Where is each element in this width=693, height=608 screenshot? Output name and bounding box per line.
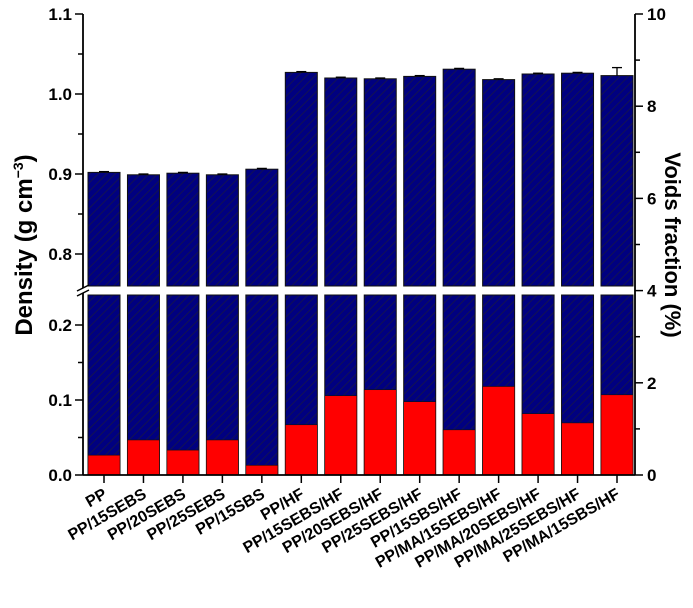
y-axis-right-label: Voids fraction (%)	[660, 152, 685, 337]
voids-bar	[561, 422, 594, 476]
voids-bar	[206, 439, 239, 476]
y-tick-label-left: 0.9	[48, 165, 72, 184]
voids-bar	[600, 394, 634, 476]
voids-bar	[127, 439, 160, 476]
density-bar-upper	[600, 75, 634, 287]
y-tick-label-left: 0.1	[48, 391, 72, 410]
density-bar-upper	[205, 174, 239, 287]
y-tick-label-left: 0.0	[48, 466, 72, 485]
y-tick-label-left: 1.0	[48, 85, 72, 104]
y-tick-label-left: 0.8	[48, 245, 72, 264]
axis-break-mark	[76, 284, 90, 292]
density-bar-lower	[245, 294, 279, 476]
voids-bar	[245, 465, 279, 476]
voids-bar	[285, 424, 318, 476]
y-axis-left-label: Density (g cm−3)	[10, 154, 38, 335]
y-tick-label-right: 0	[647, 466, 656, 485]
y-tick-label-right: 4	[647, 282, 657, 301]
density-bar-upper	[324, 77, 358, 287]
y-tick-label-left: 1.1	[48, 5, 72, 24]
voids-bar	[442, 429, 476, 476]
voids-bar	[521, 413, 555, 476]
density-bar-upper	[284, 71, 318, 287]
y-tick-label-right: 6	[647, 189, 656, 208]
voids-bar	[482, 386, 515, 476]
density-bar-upper	[521, 73, 555, 287]
density-bar-upper	[403, 75, 437, 287]
voids-bar	[363, 389, 397, 476]
density-bar-upper	[166, 172, 200, 287]
density-bar-upper	[245, 168, 279, 287]
density-bar-upper	[442, 68, 476, 287]
density-bar-upper	[126, 174, 160, 287]
voids-bar	[403, 401, 436, 476]
voids-bar	[87, 454, 121, 476]
density-bar-upper	[482, 79, 516, 287]
density-bar-lower	[166, 294, 200, 476]
density-bar-upper	[87, 171, 121, 287]
axis-break-mark	[76, 289, 90, 297]
density-bar-lower	[87, 294, 121, 476]
voids-bar	[324, 395, 358, 476]
y-tick-label-left: 0.2	[48, 316, 72, 335]
y-tick-label-right: 8	[647, 97, 656, 116]
density-bar-upper	[363, 78, 397, 287]
voids-bar	[166, 449, 200, 476]
y-tick-label-right: 2	[647, 374, 656, 393]
y-tick-label-right: 10	[647, 5, 666, 24]
density-bar-upper	[561, 72, 595, 287]
